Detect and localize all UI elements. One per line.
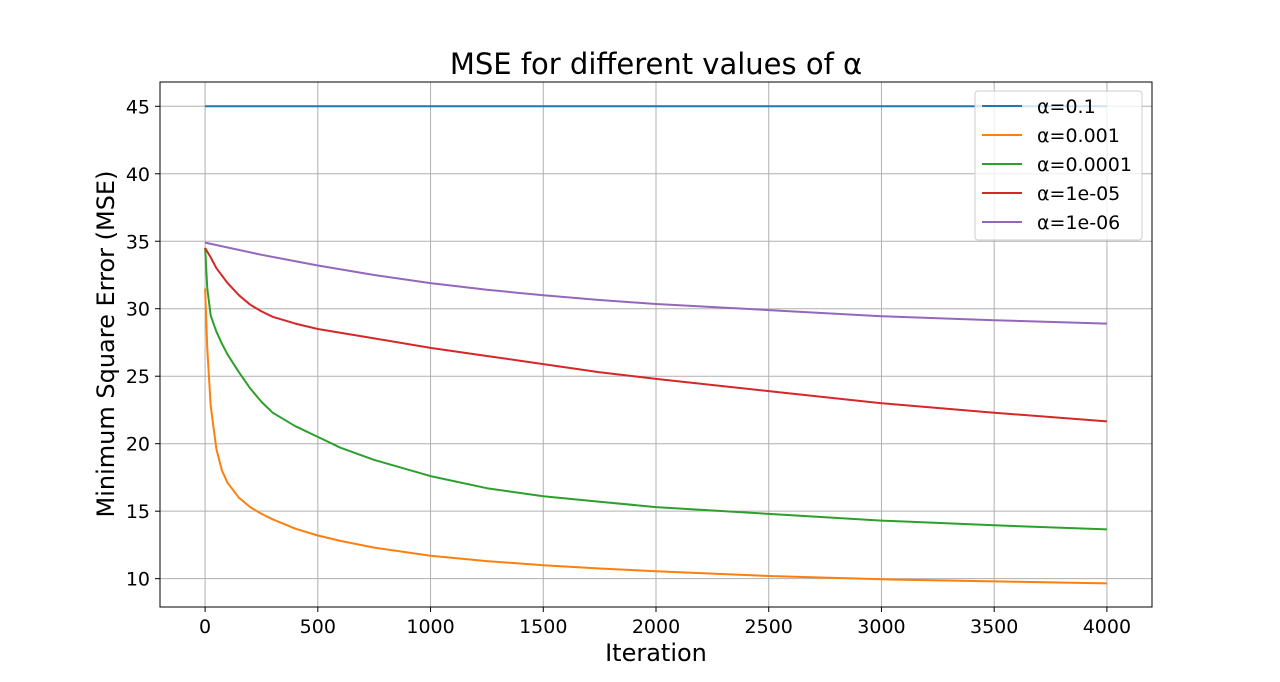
series-line-4 [204, 241, 1107, 325]
y-tick-label: 20 [126, 434, 150, 456]
y-axis-label: Minimum Square Error (MSE) [92, 171, 120, 518]
legend-label: α=1e-06 [1037, 212, 1120, 234]
legend-label: α=1e-05 [1037, 183, 1120, 205]
chart-title: MSE for different values of α [450, 47, 862, 81]
y-tick-label: 30 [126, 299, 150, 321]
y-tick-label: 35 [126, 231, 150, 253]
series-lines [204, 105, 1107, 585]
x-tick-label: 0 [199, 616, 211, 638]
y-tick-label: 10 [126, 569, 150, 591]
legend-label: α=0.1 [1037, 96, 1096, 118]
series-line-3 [204, 247, 1107, 423]
legend: α=0.1 α=0.001 α=0.0001 α=1e-05 α=1e-06 [974, 90, 1143, 241]
y-tick-label: 25 [126, 366, 150, 388]
series-line-2 [204, 247, 1107, 531]
x-axis-label: Iteration [605, 639, 707, 667]
x-tick-label: 500 [300, 616, 336, 638]
legend-box [974, 90, 1143, 241]
x-axis-ticks: 0 500 1000 1500 2000 2500 3000 3500 4000 [199, 607, 1131, 638]
series-line-1 [204, 288, 1107, 585]
x-tick-label: 1000 [406, 616, 454, 638]
x-tick-label: 3000 [857, 616, 905, 638]
plot-area-frame [159, 81, 1153, 608]
y-axis-ticks: 10 15 20 25 30 35 40 45 [126, 96, 160, 591]
y-tick-label: 15 [126, 501, 150, 523]
legend-label: α=0.001 [1037, 125, 1120, 147]
x-tick-label: 3500 [970, 616, 1018, 638]
legend-label: α=0.0001 [1037, 154, 1132, 176]
x-tick-label: 1500 [519, 616, 567, 638]
x-tick-label: 2000 [632, 616, 680, 638]
x-tick-label: 2500 [745, 616, 793, 638]
x-tick-label: 4000 [1083, 616, 1131, 638]
y-tick-label: 45 [126, 96, 150, 118]
y-tick-label: 40 [126, 164, 150, 186]
